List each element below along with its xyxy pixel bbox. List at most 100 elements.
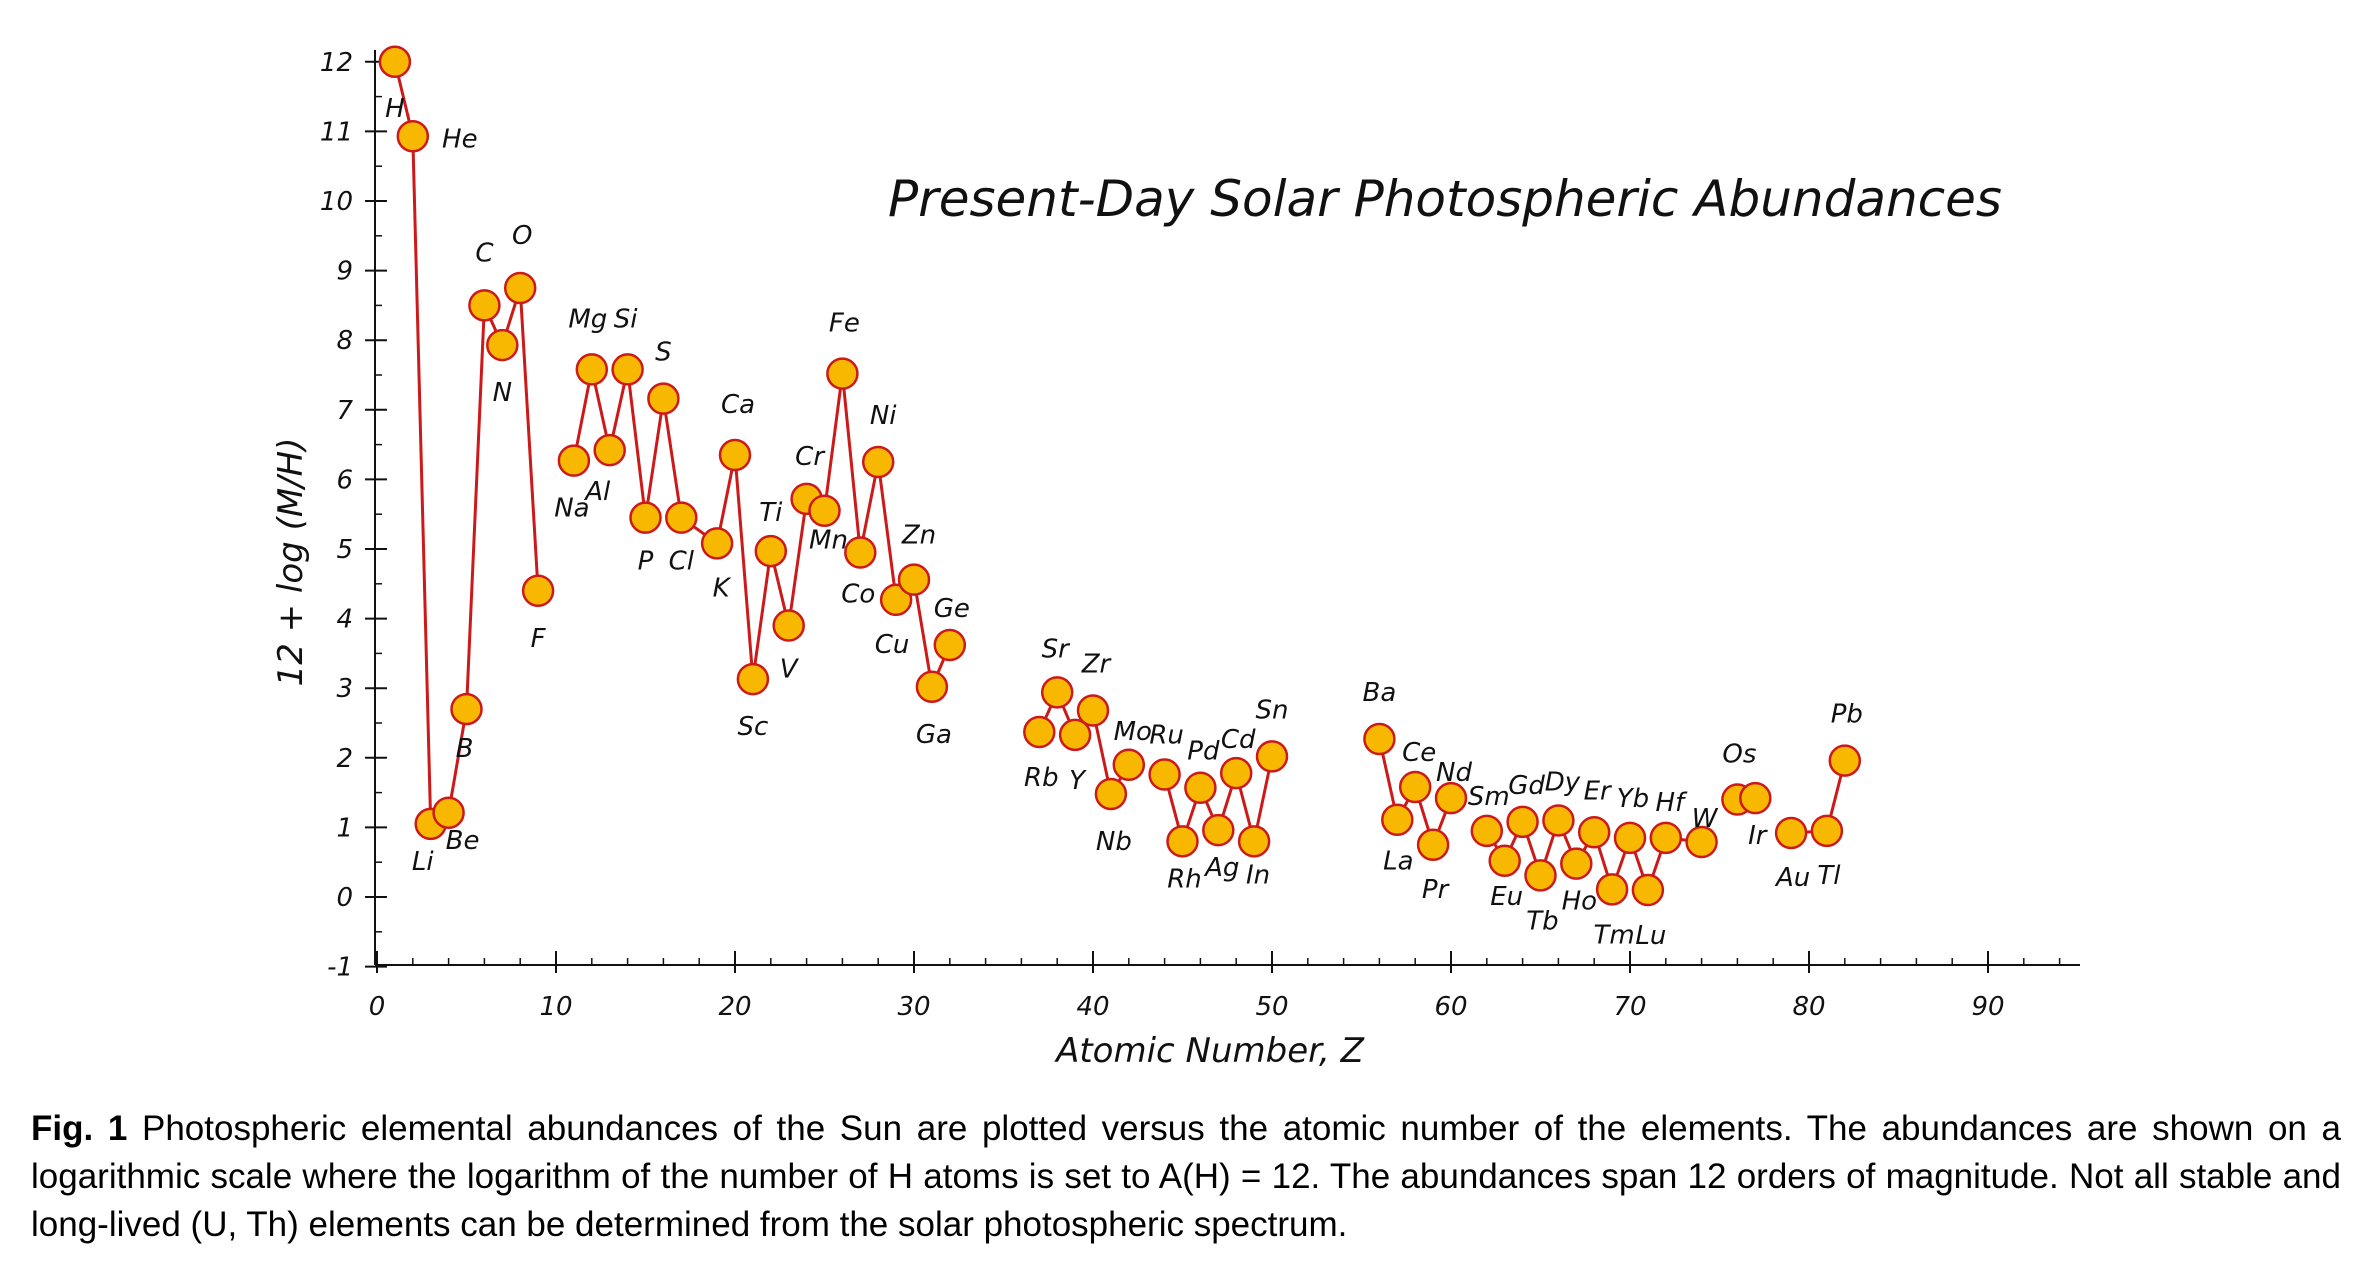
marker-Pr [1416, 828, 1450, 862]
marker-Er [1577, 816, 1611, 849]
label-Ho: Ho [1562, 887, 1597, 917]
label-Tm: Tm [1593, 920, 1634, 950]
label-Ni: Ni [870, 401, 897, 431]
x-tick-label: 10 [539, 992, 572, 1022]
figure-caption: Fig. 1 Photospheric elemental abundances… [31, 1105, 2341, 1249]
label-Sc: Sc [737, 712, 768, 742]
marker-Ga [915, 670, 949, 704]
label-Cu: Cu [875, 630, 910, 660]
marker-Mn [808, 494, 841, 527]
figure-label: Fig. 1 [31, 1109, 128, 1148]
y-tick-label: 10 [320, 187, 353, 217]
marker-La [1381, 803, 1414, 836]
x-tick-label: 0 [369, 992, 386, 1022]
label-Ag: Ag [1203, 853, 1239, 883]
label-Nb: Nb [1096, 827, 1132, 857]
label-Cr: Cr [795, 442, 826, 472]
marker-In [1237, 825, 1271, 858]
label-Dy: Dy [1545, 767, 1581, 797]
marker-Y [1058, 718, 1092, 752]
marker-Dy [1542, 804, 1575, 837]
marker-Yb [1613, 821, 1647, 855]
label-Ti: Ti [759, 498, 783, 528]
x-tick-label: 50 [1255, 992, 1288, 1022]
axes [374, 50, 2080, 966]
label-Pd: Pd [1187, 737, 1220, 767]
label-Ir: Ir [1748, 821, 1769, 851]
marker-Cd [1219, 756, 1253, 790]
label-Ga: Ga [916, 720, 952, 750]
y-tick-label: 8 [336, 326, 353, 356]
marker-C [468, 289, 501, 322]
label-Ge: Ge [934, 594, 970, 624]
marker-Sc [736, 662, 770, 696]
marker-Ir [1739, 781, 1772, 815]
label-La: La [1383, 847, 1413, 877]
x-tick-label: 90 [1971, 992, 2004, 1022]
marker-Ca [718, 438, 752, 472]
y-tick-label: -1 [327, 953, 353, 983]
marker-Mg [575, 353, 609, 386]
y-tick-label: 9 [336, 257, 353, 287]
label-V: V [780, 655, 800, 685]
marker-Na [557, 444, 591, 477]
label-Sn: Sn [1256, 695, 1289, 725]
label-He: He [442, 124, 478, 154]
marker-W [1685, 825, 1718, 859]
y-tick-label: 12 [320, 48, 353, 78]
label-K: K [713, 573, 732, 603]
label-Mn: Mn [809, 526, 848, 556]
label-Mg: Mg [568, 304, 607, 334]
marker-Be [432, 796, 465, 830]
label-Cd: Cd [1221, 725, 1256, 755]
marker-Sn [1255, 740, 1289, 773]
label-Eu: Eu [1490, 882, 1523, 912]
x-tick-label: 80 [1792, 992, 1825, 1022]
marker-Nd [1434, 781, 1468, 815]
label-Lu: Lu [1635, 921, 1666, 951]
y-tick-label: 5 [336, 535, 353, 565]
label-Si: Si [614, 304, 639, 334]
label-Rh: Rh [1167, 864, 1202, 894]
marker-B [450, 692, 483, 726]
label-Ba: Ba [1363, 678, 1397, 708]
marker-Ce [1398, 770, 1432, 804]
marker-Ag [1202, 813, 1235, 847]
label-Os: Os [1722, 740, 1756, 770]
label-P: P [638, 547, 654, 577]
marker-Ge [933, 628, 967, 662]
label-H: H [385, 94, 405, 124]
label-C: C [475, 238, 494, 268]
label-Sm: Sm [1468, 782, 1510, 812]
marker-Si [611, 353, 644, 386]
marker-Hf [1649, 821, 1683, 855]
marker-K [700, 527, 734, 560]
marker-Zr [1076, 694, 1110, 727]
marker-Ho [1560, 847, 1593, 880]
label-Tb: Tb [1526, 906, 1558, 936]
label-Al: Al [583, 477, 611, 507]
label-W: W [1692, 804, 1719, 834]
marker-Pd [1184, 771, 1217, 804]
marker-Mo [1112, 748, 1146, 782]
data-markers [378, 45, 1862, 907]
x-tick-label: 20 [718, 992, 751, 1022]
label-Hf: Hf [1655, 788, 1688, 818]
x-tick-label: 40 [1076, 992, 1109, 1022]
label-Ru: Ru [1149, 721, 1184, 751]
marker-Tl [1810, 814, 1844, 848]
marker-Lu [1631, 873, 1665, 907]
marker-Tm [1595, 873, 1629, 906]
marker-Ba [1363, 722, 1396, 756]
marker-Nb [1094, 777, 1128, 811]
label-O: O [512, 221, 532, 251]
marker-Ru [1148, 758, 1181, 791]
label-Yb: Yb [1617, 784, 1649, 814]
figure-caption-text: Photospheric elemental abundances of the… [31, 1109, 2342, 1244]
y-tick-label: 7 [336, 396, 353, 426]
marker-Fe [826, 357, 859, 390]
label-Ce: Ce [1402, 738, 1436, 768]
marker-S [647, 382, 680, 415]
label-F: F [531, 624, 547, 654]
